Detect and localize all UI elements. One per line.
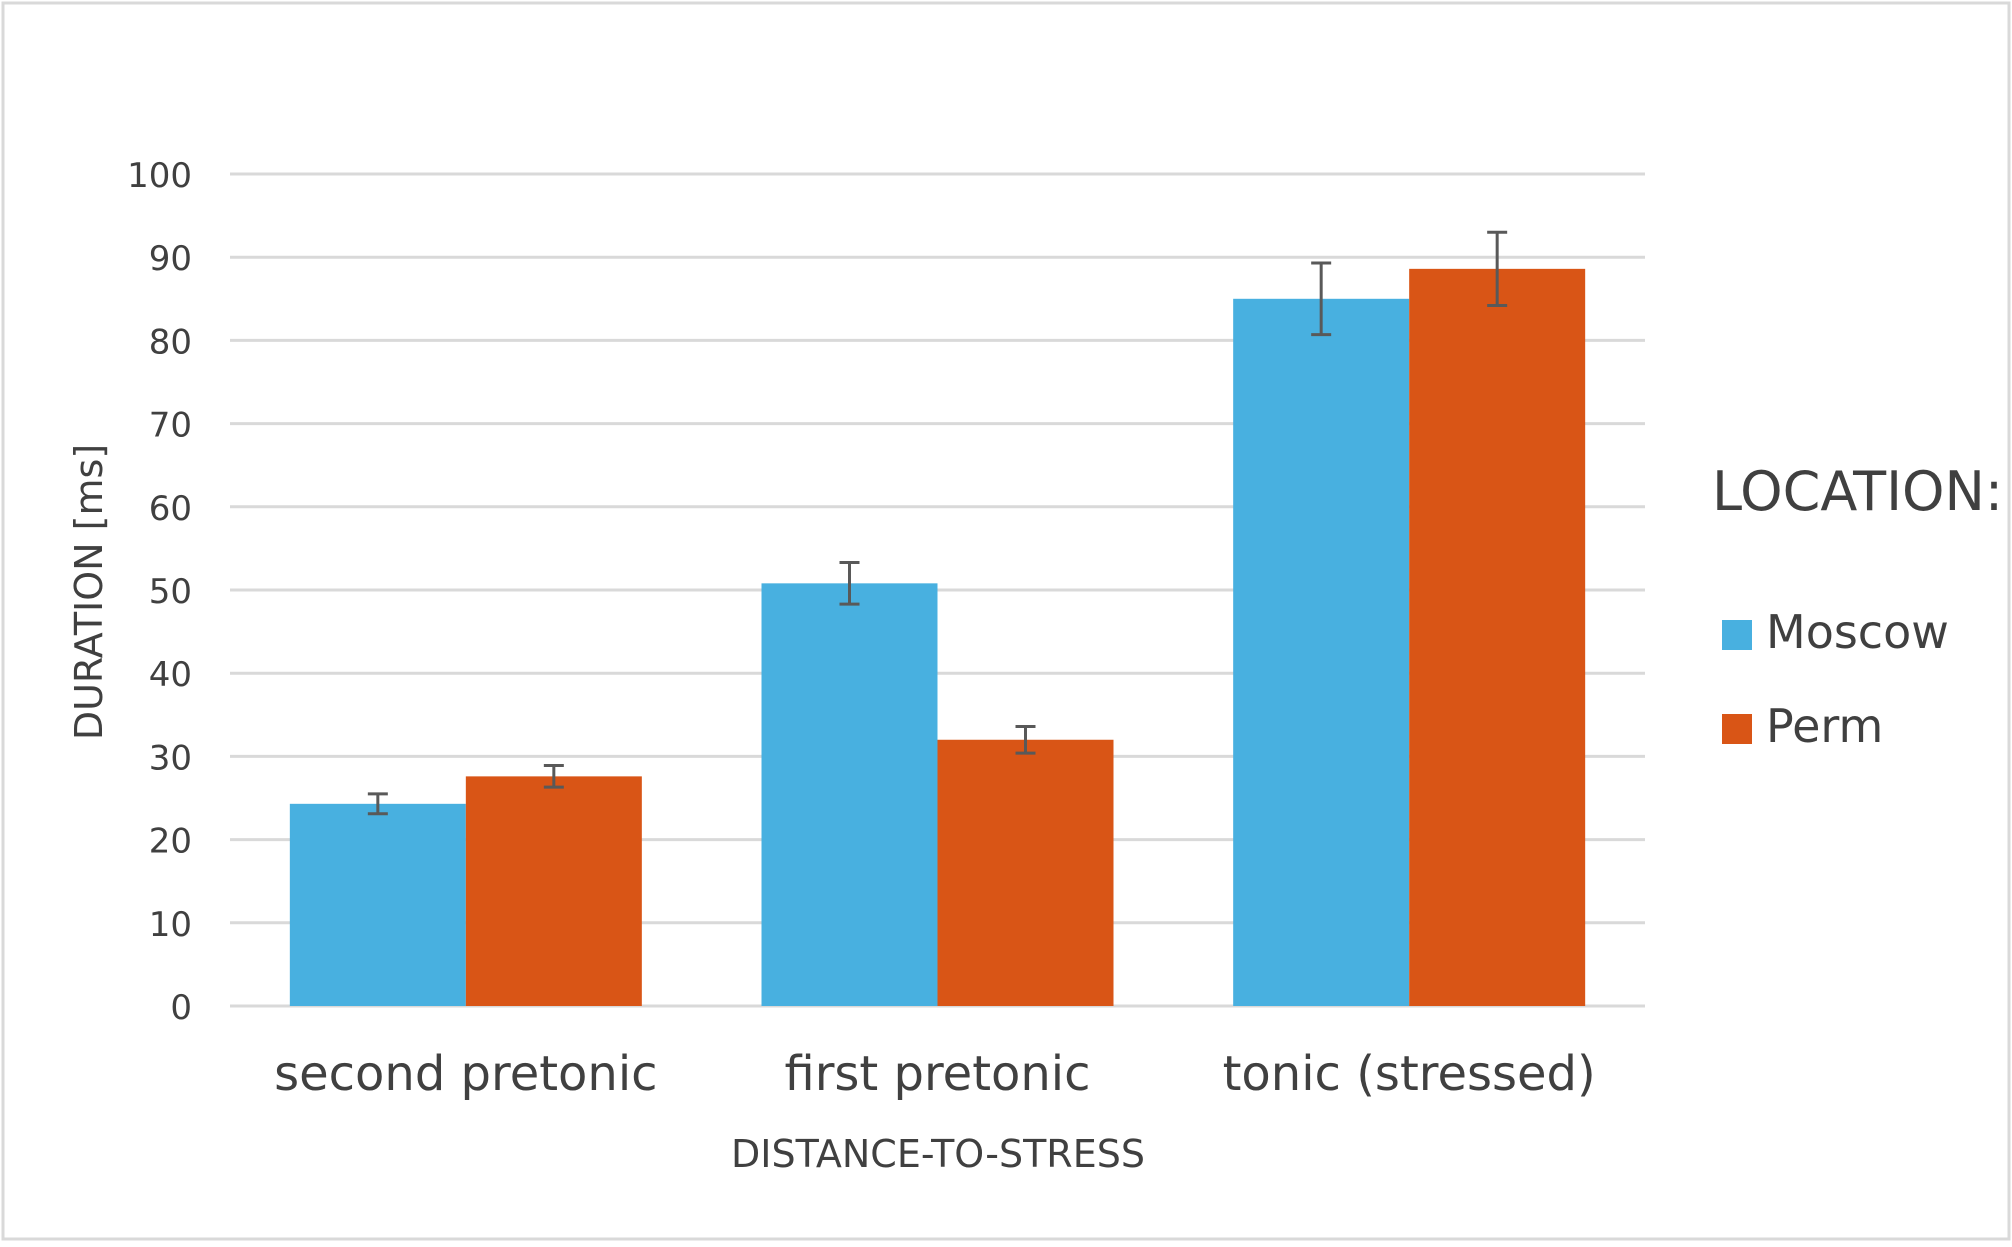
- y-tick-label: 30: [149, 738, 192, 778]
- legend-swatch-moscow: [1722, 620, 1752, 650]
- x-tick-label: second pretonic: [274, 1046, 657, 1102]
- error-bars: [367, 230, 1508, 816]
- y-tick-label: 50: [149, 572, 192, 612]
- error-bar-moscow-2: [839, 561, 860, 606]
- bar-moscow-1: [289, 803, 466, 1006]
- error-bar-moscow-1: [367, 792, 388, 816]
- bar-moscow-2: [761, 583, 938, 1006]
- x-tick-label: tonic (stressed): [1223, 1046, 1596, 1102]
- bar-perm-2: [937, 739, 1114, 1006]
- y-axis-label: DURATION [ms]: [67, 444, 111, 740]
- bar-perm-3: [1409, 268, 1586, 1006]
- x-axis-label: DISTANCE-TO-STRESS: [731, 1132, 1145, 1176]
- y-tick-label: 70: [149, 406, 192, 446]
- y-tick-label: 80: [149, 322, 192, 362]
- bar-moscow-3: [1233, 298, 1410, 1006]
- y-tick-label: 20: [149, 822, 192, 862]
- x-tick-label: first pretonic: [784, 1046, 1090, 1102]
- bar-perm-1: [465, 776, 642, 1006]
- error-bar-perm-2: [1015, 724, 1036, 755]
- y-tick-label: 100: [127, 156, 192, 196]
- legend-title: LOCATION:: [1712, 460, 2003, 523]
- legend-label-moscow: Moscow: [1766, 605, 1949, 659]
- y-axis-ticks: 0 10 20 30 40 50 60 70 80 90 100: [127, 156, 192, 1028]
- error-bar-moscow-3: [1311, 261, 1332, 337]
- y-tick-label: 40: [149, 655, 192, 695]
- legend-label-perm: Perm: [1766, 699, 1883, 753]
- error-bar-perm-3: [1487, 230, 1508, 307]
- y-tick-label: 10: [149, 905, 192, 945]
- legend-swatch-perm: [1722, 714, 1752, 744]
- y-tick-label: 90: [149, 239, 192, 279]
- y-tick-label: 0: [170, 988, 192, 1028]
- bars: [289, 268, 1586, 1006]
- error-bar-perm-1: [543, 764, 564, 789]
- y-tick-label: 60: [149, 489, 192, 529]
- x-axis-ticks: second pretonic first pretonic tonic (stre…: [274, 1046, 1596, 1102]
